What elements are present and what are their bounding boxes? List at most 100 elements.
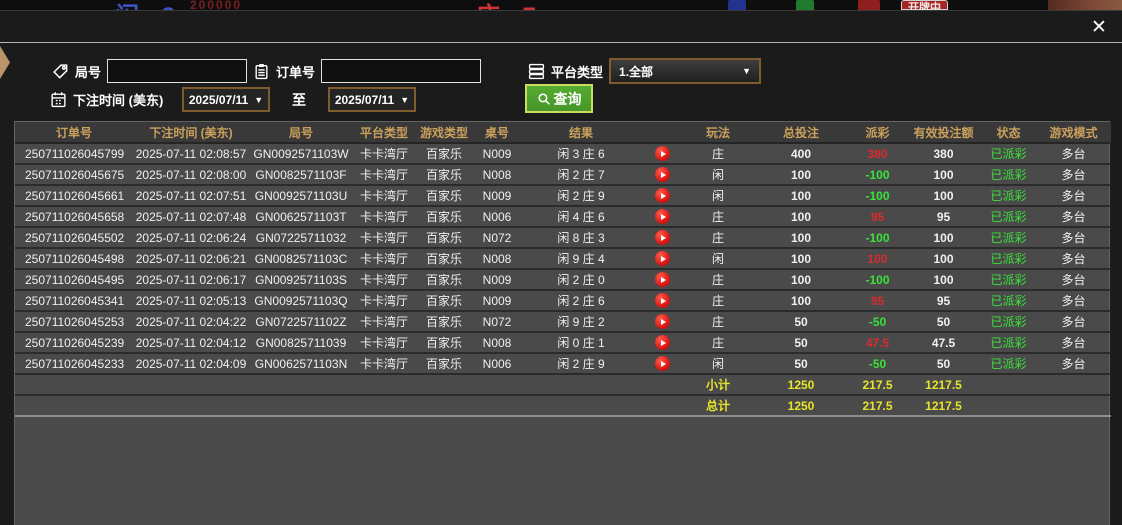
cell-play: 闲	[683, 248, 753, 270]
play-video-icon[interactable]	[654, 335, 670, 351]
date-to-select[interactable]: 2025/07/11 ▼	[328, 87, 416, 112]
cell-payout: 47.5	[849, 332, 906, 354]
cell-round-no: GN0722571102Z	[249, 311, 353, 333]
col-header-play: 玩法	[683, 122, 753, 144]
cell-bet-time: 2025-07-11 02:08:00	[133, 164, 249, 186]
platform-type-select[interactable]: 1.全部 ▼	[609, 58, 762, 84]
cell-valid-bet: 100	[906, 269, 981, 291]
cell-play: 闲	[683, 353, 753, 375]
cell-replay	[641, 290, 683, 312]
cell-status: 已派彩	[981, 269, 1036, 291]
cell-payout: -100	[849, 164, 906, 186]
cell-total-bet: 100	[753, 227, 849, 249]
cell-total-bet: 50	[753, 332, 849, 354]
cell-round-no: GN0092571103W	[249, 143, 353, 165]
play-video-icon[interactable]	[654, 209, 670, 225]
cell-platform: 卡卡湾厅	[353, 206, 415, 228]
table-body: 250711026045799 2025-07-11 02:08:57 GN00…	[15, 143, 1111, 375]
cell-status: 已派彩	[981, 353, 1036, 375]
background-icon-blue	[728, 0, 746, 10]
play-video-icon[interactable]	[654, 272, 670, 288]
close-icon[interactable]: ✕	[1087, 16, 1111, 40]
cell-payout: -100	[849, 185, 906, 207]
cell-game-type: 百家乐	[415, 164, 473, 186]
cell-total-bet: 100	[753, 164, 849, 186]
table-row: 250711026045658 2025-07-11 02:07:48 GN00…	[15, 206, 1111, 228]
cell-table-no: N009	[473, 143, 521, 165]
background-banker-score: 庄 7	[476, 0, 544, 10]
play-video-icon[interactable]	[654, 314, 670, 330]
cell-play: 庄	[683, 311, 753, 333]
cell-play: 庄	[683, 227, 753, 249]
cell-order-no: 250711026045233	[15, 353, 133, 375]
cell-status: 已派彩	[981, 164, 1036, 186]
cell-total-bet: 50	[753, 353, 849, 375]
background-number: 200000	[190, 0, 243, 10]
drawer-handle[interactable]	[0, 46, 10, 79]
play-video-icon[interactable]	[654, 356, 670, 372]
cell-valid-bet: 100	[906, 164, 981, 186]
table-row: 250711026045799 2025-07-11 02:08:57 GN00…	[15, 143, 1111, 165]
play-video-icon[interactable]	[654, 230, 670, 246]
cell-table-no: N008	[473, 332, 521, 354]
cell-payout: 380	[849, 143, 906, 165]
play-video-icon[interactable]	[654, 167, 670, 183]
cell-replay	[641, 143, 683, 165]
cell-result: 闲 2 庄 7	[521, 164, 641, 186]
play-video-icon[interactable]	[654, 293, 670, 309]
cell-valid-bet: 100	[906, 248, 981, 270]
order-no-input[interactable]	[321, 59, 482, 83]
col-header-round-no: 局号	[249, 122, 353, 144]
cell-game-type: 百家乐	[415, 248, 473, 270]
date-from-value: 2025/07/11	[188, 92, 249, 107]
cell-mode: 多台	[1036, 353, 1111, 375]
date-from-select[interactable]: 2025/07/11 ▼	[182, 87, 270, 112]
background-icon-red	[858, 0, 880, 10]
cell-status: 已派彩	[981, 185, 1036, 207]
date-range-separator: 至	[292, 92, 306, 108]
cell-round-no: GN0092571103Q	[249, 290, 353, 312]
col-header-result: 结果	[521, 122, 641, 144]
col-header-payout: 派彩	[849, 122, 906, 144]
chevron-down-icon: ▼	[400, 94, 410, 105]
cell-table-no: N009	[473, 290, 521, 312]
platform-type-filter: 平台类型 1.全部 ▼	[528, 58, 762, 84]
cell-platform: 卡卡湾厅	[353, 353, 415, 375]
cell-bet-time: 2025-07-11 02:04:09	[133, 353, 249, 375]
cell-table-no: N009	[473, 185, 521, 207]
table-header-row: 订单号 下注时间 (美东) 局号 平台类型 游戏类型 桌号 结果 玩法 总投注 …	[15, 122, 1111, 144]
play-video-icon[interactable]	[654, 251, 670, 267]
round-no-input[interactable]	[107, 59, 248, 83]
cell-game-type: 百家乐	[415, 353, 473, 375]
cell-total-bet: 100	[753, 290, 849, 312]
table-row: 250711026045675 2025-07-11 02:08:00 GN00…	[15, 164, 1111, 186]
cell-game-type: 百家乐	[415, 227, 473, 249]
cell-order-no: 250711026045495	[15, 269, 133, 291]
cell-total-bet: 400	[753, 143, 849, 165]
cell-replay	[641, 248, 683, 270]
cell-status: 已派彩	[981, 143, 1036, 165]
platform-type-label: 平台类型	[551, 64, 604, 80]
grand-total-total-bet: 1250	[753, 395, 849, 417]
cell-valid-bet: 50	[906, 311, 981, 333]
col-header-game-type: 游戏类型	[415, 122, 473, 144]
cell-table-no: N008	[473, 248, 521, 270]
cell-game-type: 百家乐	[415, 206, 473, 228]
date-to-value: 2025/07/11	[334, 92, 395, 107]
order-no-label: 订单号	[276, 64, 316, 80]
query-button[interactable]: 查询	[525, 84, 593, 113]
cell-payout: 95	[849, 206, 906, 228]
play-video-icon[interactable]	[654, 188, 670, 204]
bet-time-filter: 下注时间 (美东)	[50, 86, 163, 112]
cell-game-type: 百家乐	[415, 311, 473, 333]
play-video-icon[interactable]	[654, 146, 670, 162]
cell-mode: 多台	[1036, 143, 1111, 165]
bet-history-dialog: ✕ 局号 订单号 平台类型 1.全部 ▼	[0, 10, 1122, 525]
chevron-down-icon: ▼	[742, 66, 752, 76]
cell-round-no: GN0082571103F	[249, 164, 353, 186]
grand-total-valid-bet: 1217.5	[906, 395, 981, 417]
cell-status: 已派彩	[981, 290, 1036, 312]
calendar-icon	[50, 91, 67, 108]
list-icon	[528, 63, 545, 80]
cell-result: 闲 3 庄 6	[521, 143, 641, 165]
